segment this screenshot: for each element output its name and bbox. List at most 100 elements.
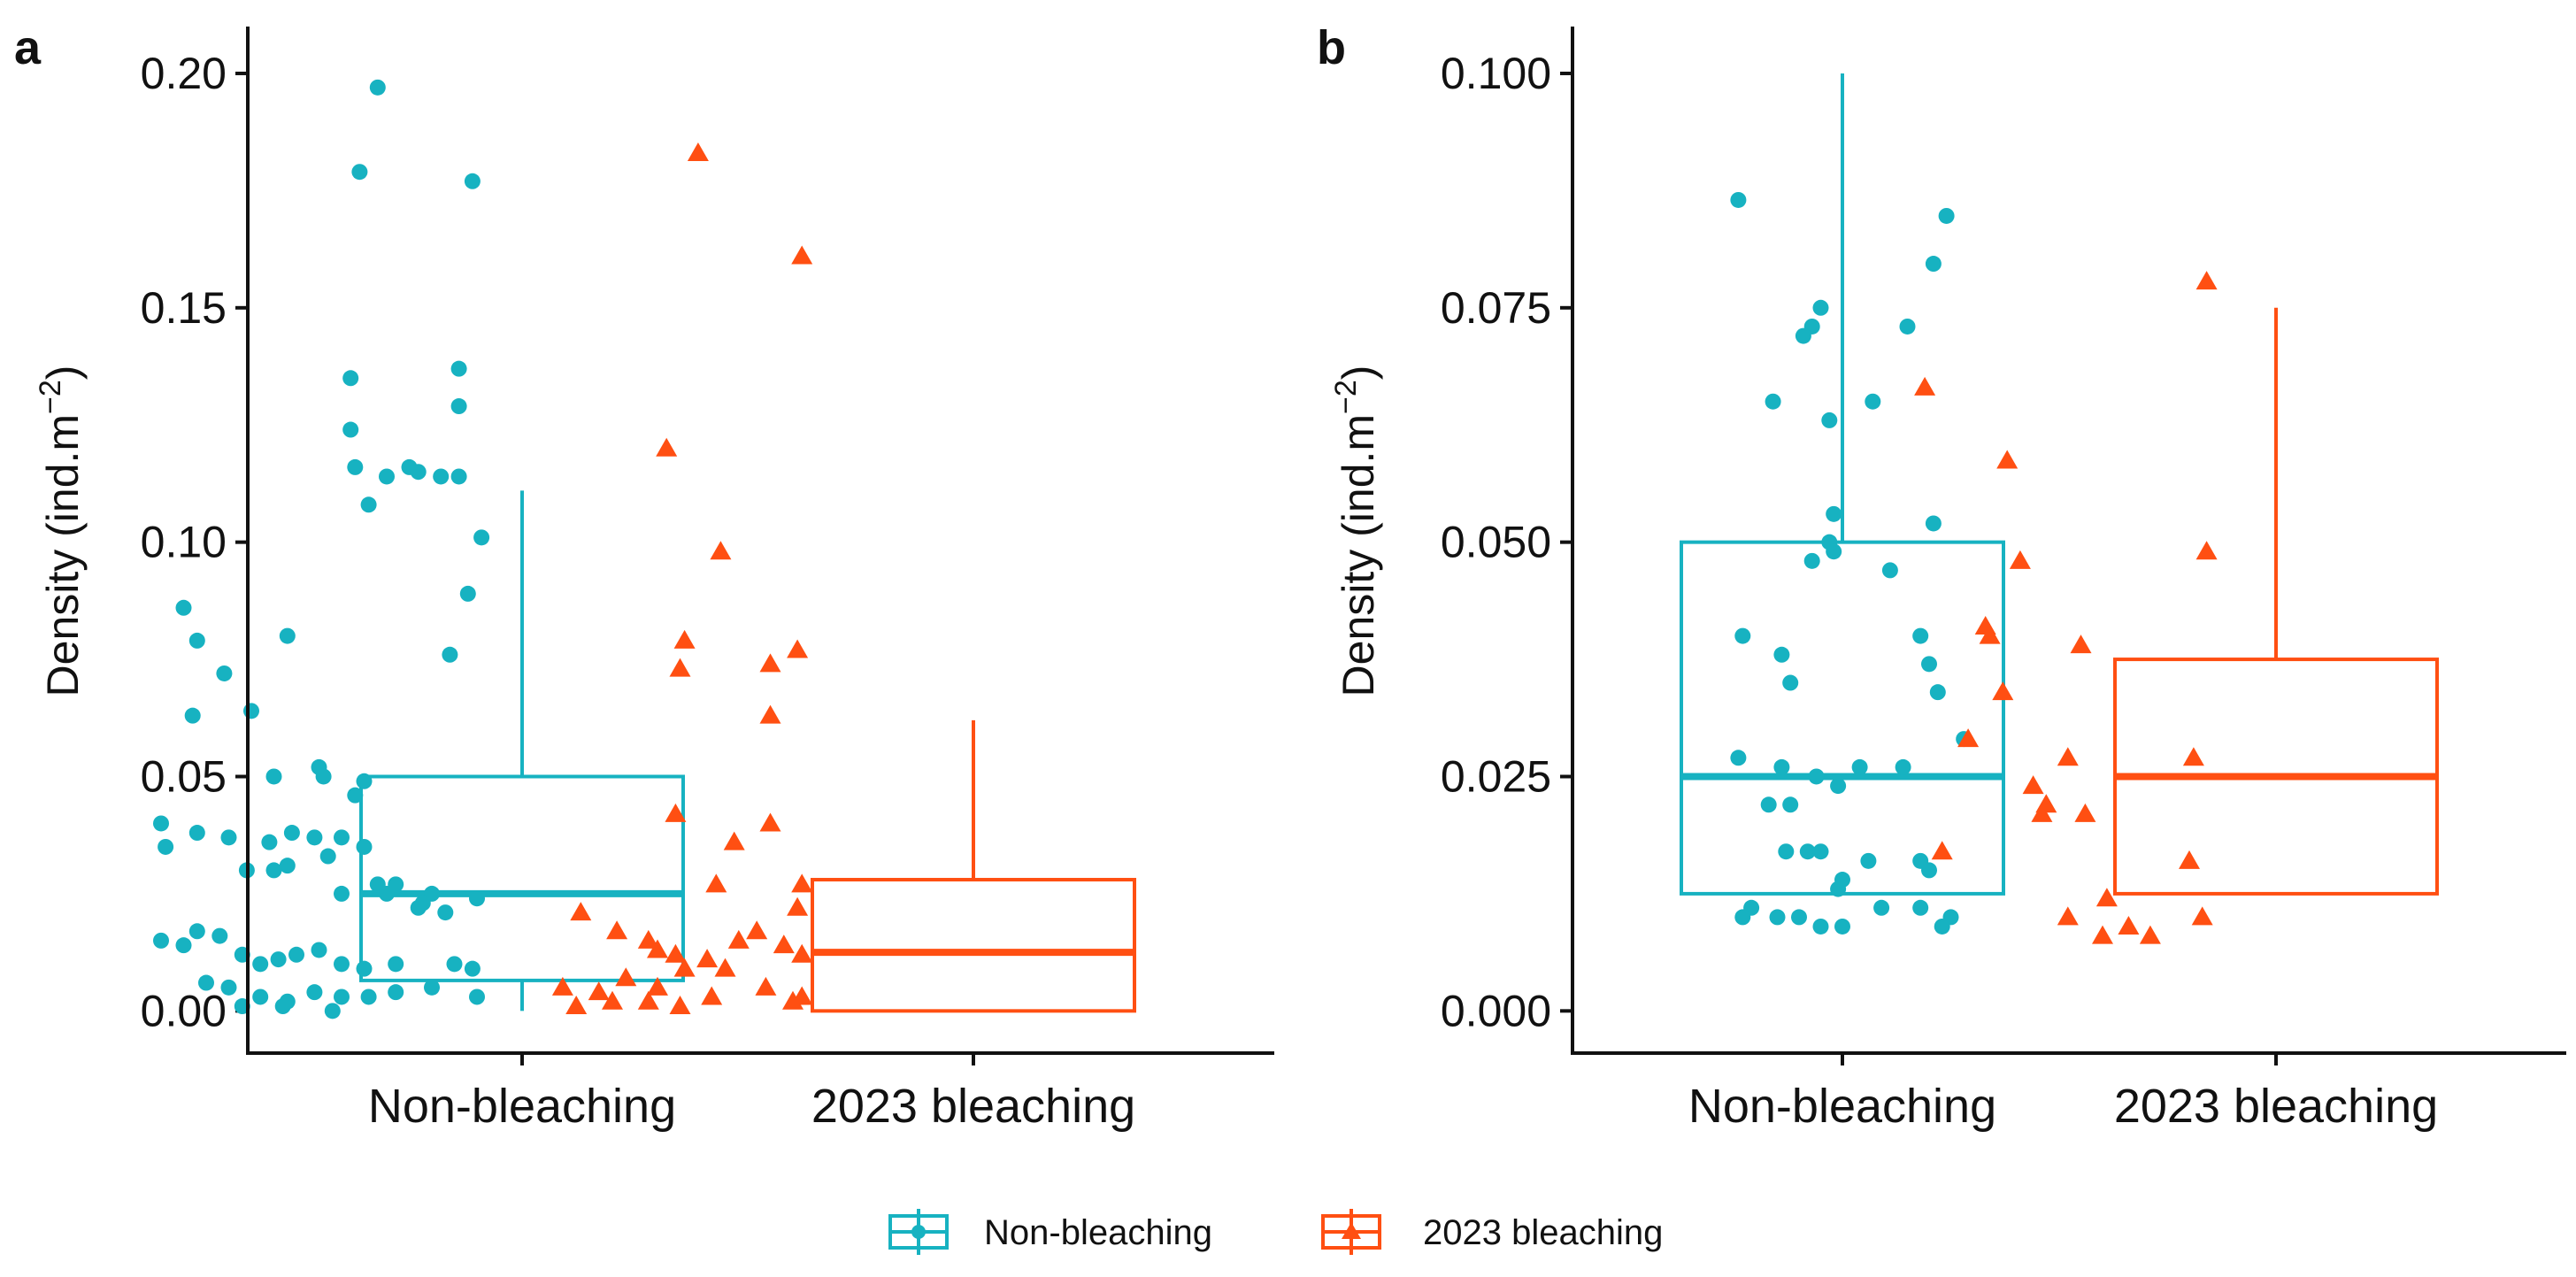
point-b-0-33 [1778,843,1795,860]
point-a-1-28 [647,976,668,996]
point-b-0-25 [1851,758,1868,775]
y-tick-label-a-0: 0.00 [141,986,227,1035]
point-b-0-10 [1826,505,1842,522]
point-a-0-64 [198,974,214,991]
point-a-0-58 [311,942,327,958]
point-b-1-17 [2179,850,2200,869]
point-a-0-45 [469,890,485,907]
point-a-0-18 [188,632,205,649]
point-b-1-2 [1996,450,2019,469]
point-a-0-14 [473,529,490,546]
points-a [153,79,813,1019]
point-a-0-69 [334,989,350,1005]
y-tick-label-a-1: 0.05 [141,751,227,801]
point-b-0-6 [1899,318,1916,335]
point-a-0-36 [356,838,373,855]
legend-label-non-bleaching: Non-bleaching [984,1213,1212,1252]
point-a-0-28 [153,815,169,832]
legend: Non-bleaching 2023 bleaching [888,1209,1663,1255]
point-a-0-0 [369,79,386,96]
point-a-0-73 [469,989,485,1005]
point-a-1-1 [791,245,813,265]
point-b-1-21 [2139,925,2161,944]
point-b-1-15 [2074,803,2096,822]
point-a-1-35 [637,990,659,1010]
point-a-0-4 [342,370,359,387]
point-a-1-20 [696,949,719,968]
point-b-0-38 [1769,909,1786,926]
point-b-0-37 [1734,909,1751,926]
point-a-0-71 [388,984,404,1001]
point-a-1-7 [759,653,781,673]
point-a-1-6 [669,658,691,677]
box-iqr-a-0 [359,774,685,982]
point-a-0-10 [433,468,450,485]
point-b-0-5 [1795,327,1811,344]
point-b-0-9 [1821,412,1838,428]
point-b-0-39 [1791,909,1807,926]
panel-letter-b: b [1317,21,1346,74]
point-a-1-8 [759,704,781,724]
point-a-0-27 [347,787,364,804]
point-a-0-16 [175,599,192,616]
point-a-0-37 [319,848,336,865]
point-a-0-8 [347,458,364,475]
point-b-0-30 [1782,796,1799,813]
point-a-0-2 [464,173,481,189]
point-b-1-1 [1914,376,1936,396]
point-a-0-72 [424,979,440,996]
point-b-1-14 [2031,803,2053,822]
point-b-1-7 [2070,635,2092,654]
point-a-0-66 [252,989,269,1005]
point-b-0-47 [1834,872,1850,889]
point-a-0-5 [450,398,467,415]
point-b-0-27 [1830,778,1847,795]
point-b-0-23 [1730,750,1747,766]
point-b-0-20 [1782,674,1799,691]
point-b-1-23 [2092,925,2113,944]
point-b-0-43 [1912,899,1929,916]
point-b-1-10 [2057,747,2079,766]
point-a-0-32 [261,834,278,850]
y-tick-label-b-1: 0.025 [1441,751,1551,801]
point-a-0-50 [153,932,169,949]
point-b-0-13 [1826,543,1842,560]
point-a-0-70 [360,989,377,1005]
point-b-1-6 [1979,625,2001,644]
point-a-0-6 [342,421,359,438]
point-a-1-31 [755,976,777,996]
legend-key-non-bleaching [888,1209,949,1255]
y-ticks-a: 0.00 0.05 0.10 0.15 0.20 [141,49,248,1035]
point-a-0-53 [211,927,228,944]
point-a-0-15 [459,585,476,602]
point-a-0-12 [379,468,395,485]
point-a-1-13 [791,873,813,893]
point-b-1-22 [2191,906,2213,926]
point-b-0-1 [1938,207,1955,224]
box-b-0 [1680,73,2005,896]
box-a-0 [359,490,685,1012]
point-a-1-38 [782,990,804,1010]
category-label-b-1: 2023 bleaching [2114,1080,2438,1133]
y-tick-label-b-0: 0.000 [1441,986,1551,1035]
point-a-0-48 [379,885,395,902]
point-a-0-29 [158,838,174,855]
point-a-0-31 [220,829,237,846]
point-a-1-26 [588,981,610,1001]
point-a-0-17 [442,646,458,663]
point-b-0-24 [1773,758,1790,775]
point-a-0-3 [450,360,467,377]
y-tick-label-a-4: 0.20 [141,49,227,98]
y-tick-label-b-2: 0.050 [1441,518,1551,567]
point-b-0-3 [1812,299,1829,316]
point-a-0-19 [279,627,296,644]
point-a-1-36 [669,996,691,1015]
point-a-0-62 [446,956,463,973]
legend-label-2023-bleaching: 2023 bleaching [1423,1213,1663,1252]
point-a-0-11 [450,468,467,485]
point-b-1-8 [1992,681,2014,701]
point-a-0-47 [410,899,427,916]
category-label-a-1: 2023 bleaching [811,1080,1135,1133]
point-a-0-22 [243,703,259,719]
